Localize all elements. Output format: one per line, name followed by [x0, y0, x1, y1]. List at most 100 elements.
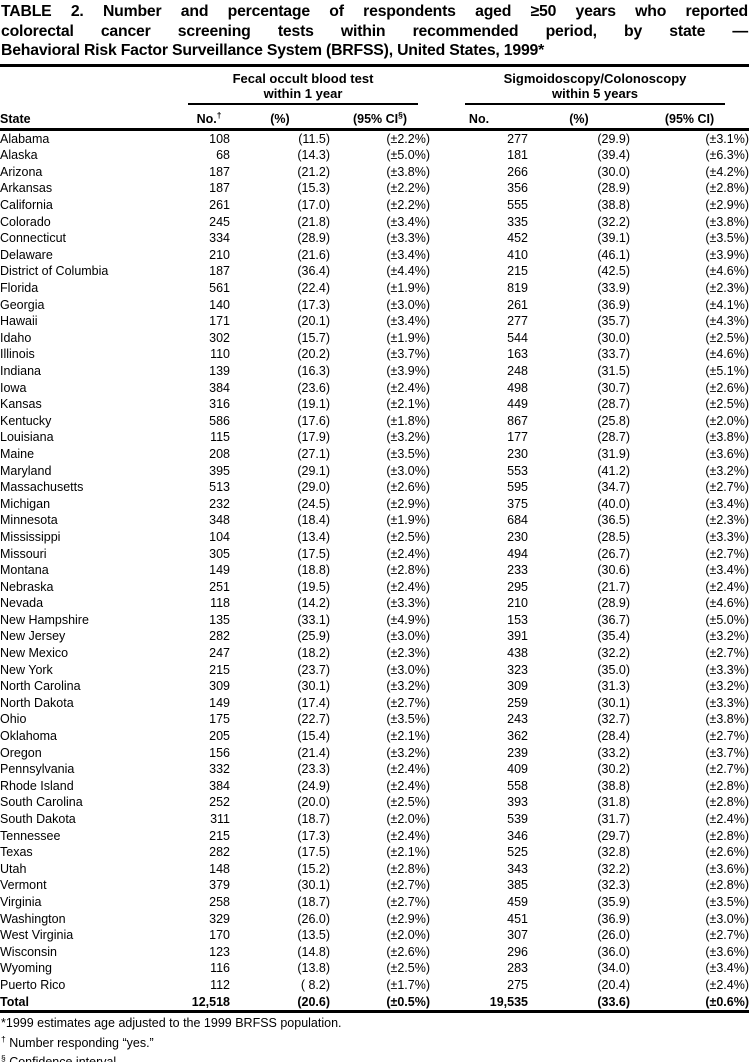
value-cell: (±2.7%)	[705, 729, 749, 744]
total-value-cell: (33.6)	[528, 993, 630, 1014]
value-cell: (±1.9%)	[386, 513, 430, 528]
value-cell: (17.3)	[297, 297, 330, 312]
value-cell: (±2.5%)	[386, 795, 430, 810]
value-cell: 309	[209, 679, 230, 694]
value-cell: (±2.2%)	[386, 181, 430, 196]
table-row: Alaska 68 (14.3) (±5.0%) 181 (39.4) (±6.3%)	[0, 147, 749, 164]
value-cell: (33.1)	[297, 612, 330, 627]
value-cell: (±4.2%)	[705, 164, 749, 179]
value-cell: (±2.1%)	[386, 729, 430, 744]
value-cell: (±2.7%)	[705, 546, 749, 561]
value-cell: 334	[209, 231, 230, 246]
value-cell: 153	[507, 612, 528, 627]
value-cell: (26.7)	[597, 546, 630, 561]
table-row: New Jersey 282 (25.9) (±3.0%) 391 (35.4) (±3.2…	[0, 628, 749, 645]
value-cell: 384	[209, 380, 230, 395]
value-cell: (22.7)	[297, 712, 330, 727]
value-cell: 409	[507, 762, 528, 777]
value-cell: (20.0)	[297, 795, 330, 810]
value-cell: (±3.0%)	[386, 629, 430, 644]
value-cell: (±3.2%)	[386, 745, 430, 760]
value-cell: (±6.3%)	[705, 148, 749, 163]
table-row: Washington 329 (26.0) (±2.9%) 451 (36.9) (±3.0…	[0, 911, 749, 928]
value-cell: ( 8.2)	[300, 977, 330, 992]
total-row: Total 12,518 (20.6) (±0.5%) 19,535 (33.6…	[0, 993, 749, 1014]
sigmoidoscopy-group-subtitle: within 5 years	[552, 85, 638, 101]
total-value-cell: (20.6)	[230, 993, 330, 1014]
footnote-confidence-interval: § Confidence interval.	[1, 1053, 120, 1062]
footnotes: *1999 estimates age adjusted to the 1999…	[0, 1013, 749, 1062]
value-cell: 181	[507, 148, 528, 163]
table-row: Montana 149 (18.8) (±2.8%) 233 (30.6) (±3.4%)	[0, 562, 749, 579]
value-cell: (13.5)	[297, 928, 330, 943]
value-cell: 149	[209, 695, 230, 710]
table-row: Michigan 232 (24.5) (±2.9%) 375 (40.0) (±3.4%)	[0, 496, 749, 513]
value-cell: (±3.5%)	[705, 894, 749, 909]
value-cell: (±3.8%)	[705, 214, 749, 229]
value-cell: (13.8)	[297, 961, 330, 976]
value-cell: (±4.1%)	[705, 297, 749, 312]
value-cell: 819	[507, 281, 528, 295]
table-body: Alabama 108 (11.5) (±2.2%) 277 (29.9) (±3.1%) A…	[0, 129, 749, 993]
state-cell: North Carolina	[0, 679, 81, 694]
value-cell: (±2.0%)	[386, 812, 430, 826]
title-line-1: TABLE 2. Number and percentage of respon…	[1, 3, 748, 20]
table-row: Puerto Rico 112 ( 8.2) (±1.7%) 275 (20.4) (±2.…	[0, 977, 749, 994]
fobt-ci-column-header: (95% CI§)	[330, 104, 430, 131]
value-cell: 305	[209, 546, 230, 561]
value-cell: (±1.8%)	[386, 413, 430, 428]
value-cell: 385	[507, 878, 528, 893]
value-cell: 135	[209, 612, 230, 627]
value-cell: (36.9)	[597, 911, 630, 926]
value-cell: 323	[507, 662, 528, 677]
sig-number-column-header: No.	[430, 104, 528, 131]
value-cell: 112	[210, 977, 230, 992]
value-cell: 187	[209, 164, 230, 179]
value-cell: 261	[507, 297, 528, 312]
value-cell: (23.3)	[297, 762, 330, 777]
value-cell: (46.1)	[597, 247, 630, 262]
value-cell: 498	[507, 380, 528, 395]
value-cell: (14.2)	[297, 596, 330, 611]
state-cell: New York	[0, 662, 53, 677]
value-cell: 513	[209, 480, 230, 495]
table-row: Oklahoma 205 (15.4) (±2.1%) 362 (28.4) (±2.7%)	[0, 728, 749, 745]
value-cell: (±3.4%)	[386, 314, 430, 329]
value-cell: (21.6)	[297, 247, 330, 262]
value-cell: (23.7)	[297, 662, 330, 677]
value-cell: (±4.6%)	[705, 264, 749, 279]
state-cell: Texas	[0, 845, 33, 860]
state-cell: Maryland	[0, 463, 52, 478]
state-cell: Wyoming	[0, 961, 52, 976]
table-row: Connecticut 334 (28.9) (±3.3%) 452 (39.1) (±3.…	[0, 230, 749, 247]
value-cell: (±2.7%)	[705, 928, 749, 943]
value-cell: 302	[209, 330, 230, 345]
value-cell: 459	[507, 894, 528, 909]
value-cell: (25.9)	[297, 629, 330, 644]
value-cell: (±2.4%)	[386, 828, 430, 843]
value-cell: (16.3)	[297, 363, 330, 378]
table-row: Iowa 384 (23.6) (±2.4%) 498 (30.7) (±2.6%)	[0, 380, 749, 397]
value-cell: 316	[209, 397, 230, 412]
value-cell: (39.1)	[597, 231, 630, 246]
value-cell: 171	[209, 314, 230, 329]
value-cell: (18.7)	[297, 812, 330, 826]
state-cell: Minnesota	[0, 513, 58, 528]
sigmoidoscopy-group-title: Sigmoidoscopy/Colonoscopy	[503, 70, 687, 86]
value-cell: 867	[507, 413, 528, 428]
value-cell: (±2.3%)	[705, 281, 749, 295]
table-row: Mississippi 104 (13.4) (±2.5%) 230 (28.5) (±3.…	[0, 529, 749, 546]
sig-percent-column-header: (%)	[528, 104, 630, 131]
value-cell: (±2.5%)	[386, 961, 430, 976]
value-cell: 175	[209, 712, 230, 727]
value-cell: (±3.8%)	[705, 712, 749, 727]
value-cell: 410	[507, 247, 528, 262]
table-row: Vermont 379 (30.1) (±2.7%) 385 (32.3) (±2.8%)	[0, 877, 749, 894]
value-cell: (41.2)	[597, 463, 630, 478]
value-cell: (±5.0%)	[386, 148, 430, 163]
value-cell: (19.5)	[297, 579, 330, 594]
value-cell: 494	[507, 546, 528, 561]
group-header-row: Fecal occult blood test within 1 year Si…	[0, 67, 749, 105]
value-cell: 139	[209, 363, 230, 378]
